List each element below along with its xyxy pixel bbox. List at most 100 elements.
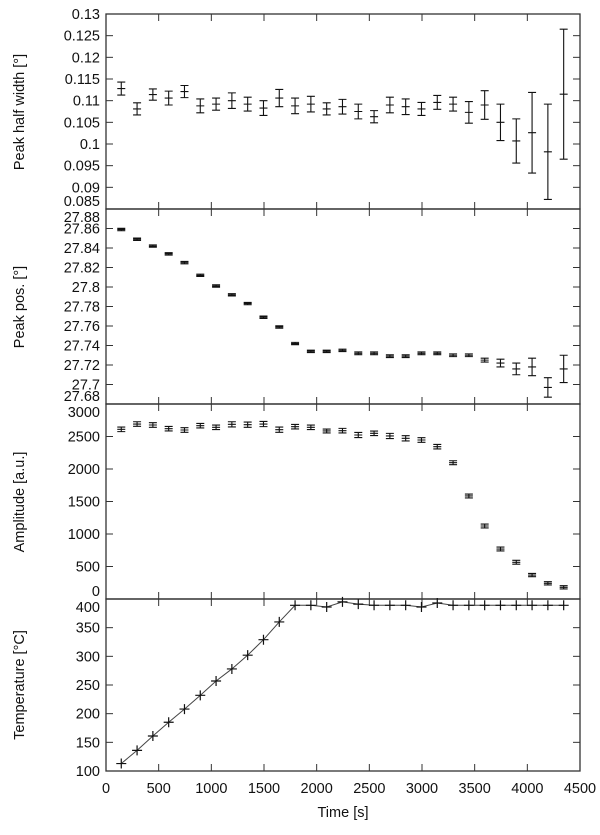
- y-tick-label: 0.115: [65, 72, 100, 88]
- data-point: [337, 596, 348, 607]
- data-point: [432, 598, 443, 609]
- y-tick-label: 0.095: [64, 159, 100, 175]
- x-tick-label: 3000: [406, 781, 438, 797]
- data-point: [179, 704, 190, 715]
- data-point-errorbar: [354, 431, 363, 439]
- y-tick-label: 400: [76, 600, 100, 616]
- x-tick-label: 4000: [511, 781, 543, 797]
- y-tick-label: 100: [76, 764, 100, 780]
- y-tick-label: 27.8: [72, 280, 100, 296]
- data-point: [195, 690, 206, 701]
- data-point: [384, 600, 395, 611]
- data-point: [290, 600, 301, 611]
- data-point-errorbar: [291, 423, 300, 430]
- data-point-errorbar: [133, 237, 142, 241]
- y-tick-label: 27.78: [64, 300, 100, 316]
- data-point-errorbar: [528, 572, 537, 578]
- data-point: [400, 600, 411, 611]
- data-point-errorbar: [543, 377, 552, 398]
- series-line: [120, 601, 564, 764]
- x-tick-label: 1500: [248, 781, 280, 797]
- data-point: [527, 600, 538, 611]
- y-tick-label: 27.86: [64, 222, 100, 238]
- data-point-errorbar: [275, 325, 284, 329]
- data-point-errorbar: [243, 301, 252, 306]
- data-point: [353, 599, 364, 610]
- data-point-errorbar: [543, 103, 552, 201]
- x-tick-label: 3500: [459, 781, 491, 797]
- data-point-errorbar: [306, 95, 315, 113]
- y-tick-label: 150: [76, 735, 100, 751]
- data-point-errorbar: [433, 351, 442, 356]
- y-tick-label: 0.12: [72, 50, 100, 66]
- data-point-errorbar: [164, 90, 173, 106]
- x-tick-label: 1000: [195, 781, 227, 797]
- x-tick-label: 500: [147, 781, 171, 797]
- y-tick-label: 27.7: [72, 378, 100, 394]
- data-point: [416, 602, 427, 613]
- data-point-errorbar: [385, 432, 394, 440]
- data-point-errorbar: [496, 103, 505, 142]
- data-point-errorbar: [148, 244, 157, 248]
- y-tick-label: 0.105: [64, 115, 100, 131]
- ylabel-peak-pos: Peak pos. [°]: [12, 266, 28, 348]
- data-point-errorbar: [148, 88, 157, 101]
- y-tick-label: 27.72: [64, 358, 100, 374]
- data-point-errorbar: [433, 94, 442, 110]
- x-tick-label: 0: [102, 781, 110, 797]
- data-point-errorbar: [370, 351, 379, 356]
- data-point-errorbar: [559, 585, 568, 590]
- data-point-errorbar: [196, 422, 205, 429]
- data-point-errorbar: [212, 97, 221, 111]
- data-point-errorbar: [180, 84, 189, 99]
- data-point-errorbar: [291, 97, 300, 115]
- xlabel-time: Time [s]: [317, 805, 368, 821]
- data-point-errorbar: [133, 102, 142, 116]
- data-point-errorbar: [354, 103, 363, 120]
- data-point-errorbar: [259, 420, 268, 428]
- data-point-errorbar: [275, 426, 284, 433]
- data-point-errorbar: [117, 426, 126, 433]
- data-point: [542, 600, 553, 611]
- y-tick-label: 1500: [68, 495, 100, 511]
- data-point: [274, 616, 285, 627]
- data-point-errorbar: [148, 422, 157, 428]
- data-point-errorbar: [401, 98, 410, 116]
- data-point: [116, 758, 127, 769]
- y-tick-label: 200: [76, 707, 100, 723]
- data-point-errorbar: [322, 349, 331, 354]
- y-tick-label: 300: [76, 649, 100, 665]
- data-point-errorbar: [370, 430, 379, 437]
- data-point-errorbar: [338, 98, 347, 115]
- data-point-errorbar: [385, 96, 394, 114]
- y-tick-label: 27.74: [64, 339, 100, 355]
- data-point-errorbar: [433, 443, 442, 450]
- y-tick-label: 27.82: [64, 261, 100, 277]
- data-point-errorbar: [464, 100, 473, 124]
- data-point-errorbar: [133, 421, 142, 427]
- data-point: [163, 717, 174, 728]
- data-point-errorbar: [512, 362, 521, 376]
- data-point-errorbar: [227, 293, 236, 297]
- data-point-errorbar: [401, 354, 410, 359]
- data-point-errorbar: [275, 88, 284, 108]
- y-tick-label: 2500: [68, 430, 100, 446]
- data-point-errorbar: [322, 102, 331, 116]
- data-point-errorbar: [117, 81, 126, 96]
- ylabel-temperature: Temperature [°C]: [12, 630, 28, 740]
- data-point-errorbar: [322, 428, 331, 434]
- data-point-errorbar: [164, 252, 173, 256]
- data-point: [369, 600, 380, 611]
- y-tick-label: 27.88: [64, 210, 100, 226]
- ylabel-peak-half-width: Peak half width [°]: [12, 54, 28, 170]
- data-point: [479, 600, 490, 611]
- data-point-errorbar: [543, 581, 552, 586]
- data-point-errorbar: [417, 101, 426, 116]
- y-tick-label: 27.84: [64, 241, 100, 257]
- y-tick-label: 0.085: [64, 194, 100, 210]
- y-tick-label: 0.125: [64, 29, 100, 45]
- data-point-errorbar: [227, 421, 236, 428]
